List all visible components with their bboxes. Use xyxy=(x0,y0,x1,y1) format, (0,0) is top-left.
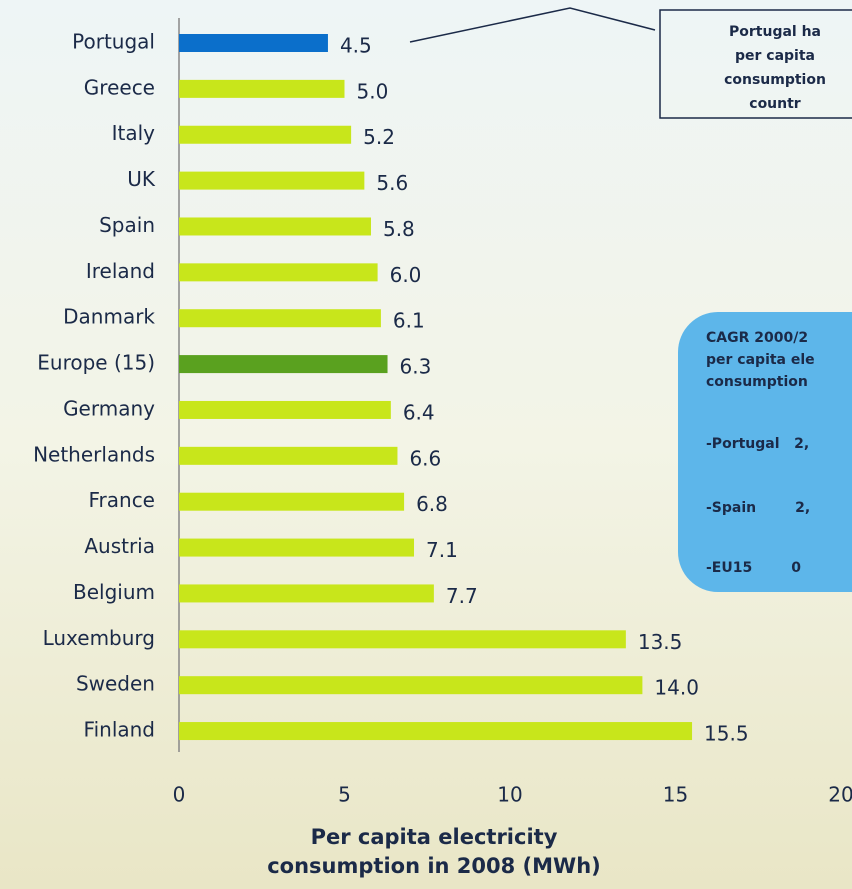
bar xyxy=(179,446,398,465)
value-label: 6.6 xyxy=(409,446,441,470)
bar xyxy=(179,722,693,741)
value-label: 5.2 xyxy=(363,125,395,149)
bar xyxy=(179,584,434,603)
callout-text: consumption xyxy=(724,72,826,88)
x-tick-label: 5 xyxy=(338,783,351,807)
y-tick-label: Spain xyxy=(99,213,155,237)
bar xyxy=(179,400,391,419)
x-tick-label: 15 xyxy=(663,783,688,807)
y-tick-label: Finland xyxy=(84,718,155,742)
bar xyxy=(179,34,328,52)
y-tick-label: Sweden xyxy=(76,672,155,696)
x-tick-label: 20 xyxy=(828,783,852,807)
y-tick-label: France xyxy=(88,488,155,512)
cagr-text: per capita ele xyxy=(706,352,815,368)
value-label: 6.0 xyxy=(390,263,422,287)
y-tick-label: Danmark xyxy=(63,305,155,329)
value-label: 6.8 xyxy=(416,492,448,516)
y-tick-label: Luxemburg xyxy=(43,626,155,650)
y-tick-label: Portugal xyxy=(72,30,155,54)
bar xyxy=(179,630,626,649)
cagr-text: consumption xyxy=(706,374,808,390)
value-label: 14.0 xyxy=(654,676,699,700)
cagr-text: -EU15 0 xyxy=(706,560,801,576)
y-tick-label: Austria xyxy=(84,534,155,558)
value-label: 5.8 xyxy=(383,217,415,241)
callout-text: countr xyxy=(749,96,801,112)
value-label: 6.3 xyxy=(400,355,432,379)
bar xyxy=(179,79,345,98)
callout-line xyxy=(409,7,656,43)
bar xyxy=(179,309,381,328)
y-tick-label: Greece xyxy=(84,75,155,99)
value-label: 6.1 xyxy=(393,309,425,333)
value-label: 13.5 xyxy=(638,630,683,654)
y-tick-label: Europe (15) xyxy=(37,351,155,375)
bar xyxy=(179,217,371,236)
x-axis-title: Per capita electricity xyxy=(311,825,558,849)
bar xyxy=(179,492,405,511)
value-label: 5.6 xyxy=(376,171,408,195)
y-tick-label: Ireland xyxy=(86,259,155,283)
cagr-text: CAGR 2000/2 xyxy=(706,330,808,346)
y-tick-label: Belgium xyxy=(73,580,155,604)
callout-text: Portugal ha xyxy=(729,24,821,40)
x-axis-title: consumption in 2008 (MWh) xyxy=(267,854,601,878)
value-label: 7.7 xyxy=(446,584,478,608)
bar xyxy=(179,676,643,695)
value-label: 5.0 xyxy=(357,79,389,103)
value-label: 7.1 xyxy=(426,538,458,562)
y-tick-label: UK xyxy=(127,167,156,191)
value-label: 4.5 xyxy=(340,34,372,58)
cagr-text: -Spain 2, xyxy=(706,500,810,516)
cagr-text: -Portugal 2, xyxy=(706,436,809,452)
x-tick-label: 10 xyxy=(497,783,522,807)
bar xyxy=(179,263,378,282)
callout-box xyxy=(659,9,852,119)
value-label: 15.5 xyxy=(704,722,749,746)
y-tick-label: Netherlands xyxy=(33,442,155,466)
y-tick-label: Germany xyxy=(63,396,155,420)
bar xyxy=(179,171,365,190)
callout-text: per capita xyxy=(735,48,815,64)
bar xyxy=(179,355,388,374)
bar xyxy=(179,538,415,557)
y-tick-label: Italy xyxy=(112,121,156,145)
x-tick-label: 0 xyxy=(173,783,186,807)
value-label: 6.4 xyxy=(403,400,435,424)
bar xyxy=(179,125,352,144)
cagr-box xyxy=(678,312,852,592)
